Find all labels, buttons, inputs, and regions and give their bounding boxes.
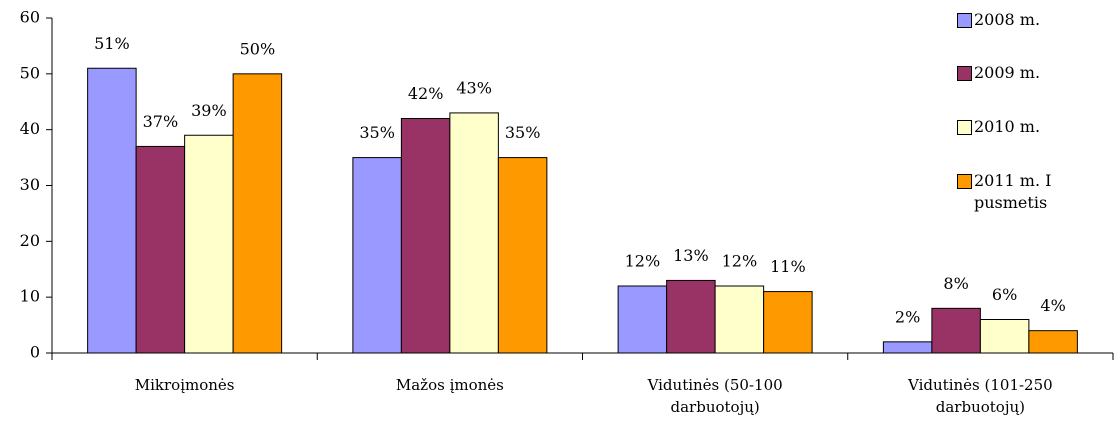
bar xyxy=(497,157,548,354)
value-label: 50% xyxy=(240,39,276,58)
bar xyxy=(1028,330,1078,354)
y-tick-label: 0 xyxy=(30,343,40,362)
bar xyxy=(232,73,283,354)
bar xyxy=(763,291,813,354)
value-label: 35% xyxy=(505,123,541,142)
value-label: 11% xyxy=(770,257,806,276)
bar xyxy=(400,118,451,354)
y-tick-label: 60 xyxy=(20,8,40,27)
value-label: 6% xyxy=(992,285,1017,304)
y-tick-label: 10 xyxy=(20,287,40,306)
x-tick-label: Mažos įmonės xyxy=(395,376,504,394)
y-tick-label: 20 xyxy=(20,231,40,250)
bar xyxy=(931,307,981,354)
legend-swatch xyxy=(957,120,972,135)
bar xyxy=(352,157,402,354)
value-label: 8% xyxy=(943,274,968,293)
y-tick-label: 40 xyxy=(20,119,40,138)
bar xyxy=(666,279,716,354)
value-label: 51% xyxy=(94,34,130,53)
value-label: 2% xyxy=(895,307,920,326)
bar xyxy=(882,341,933,354)
legend-label: 2009 m. xyxy=(974,63,1041,82)
legend-swatch xyxy=(957,66,972,81)
value-label: 12% xyxy=(722,252,758,271)
x-tick-label: Vidutinės (50-100 darbuotojų) xyxy=(647,376,783,416)
y-tick-label: 30 xyxy=(20,175,40,194)
value-label: 13% xyxy=(673,246,709,265)
bar xyxy=(87,67,137,354)
legend-label: 2011 m. I pusmetis xyxy=(974,171,1052,212)
value-label: 42% xyxy=(408,84,444,103)
bar xyxy=(714,285,765,354)
value-label: 12% xyxy=(625,252,661,271)
value-label: 43% xyxy=(456,78,492,97)
value-label: 37% xyxy=(143,112,179,131)
bar xyxy=(135,145,186,354)
legend-swatch xyxy=(957,174,972,189)
x-tick-label: Mikroįmonės xyxy=(134,376,235,394)
value-label: 39% xyxy=(191,101,227,120)
x-tick-label: Vidutinės (101-250 darbuotojų) xyxy=(908,376,1053,416)
bar xyxy=(979,319,1030,354)
value-label: 4% xyxy=(1040,296,1065,315)
legend-label: 2008 m. xyxy=(974,10,1041,29)
value-label: 35% xyxy=(359,123,395,142)
legend-label: 2010 m. xyxy=(974,117,1041,136)
bar xyxy=(184,134,234,354)
bar xyxy=(449,112,499,354)
bar xyxy=(617,285,668,354)
legend-swatch xyxy=(957,13,972,28)
y-tick-label: 50 xyxy=(20,63,40,82)
